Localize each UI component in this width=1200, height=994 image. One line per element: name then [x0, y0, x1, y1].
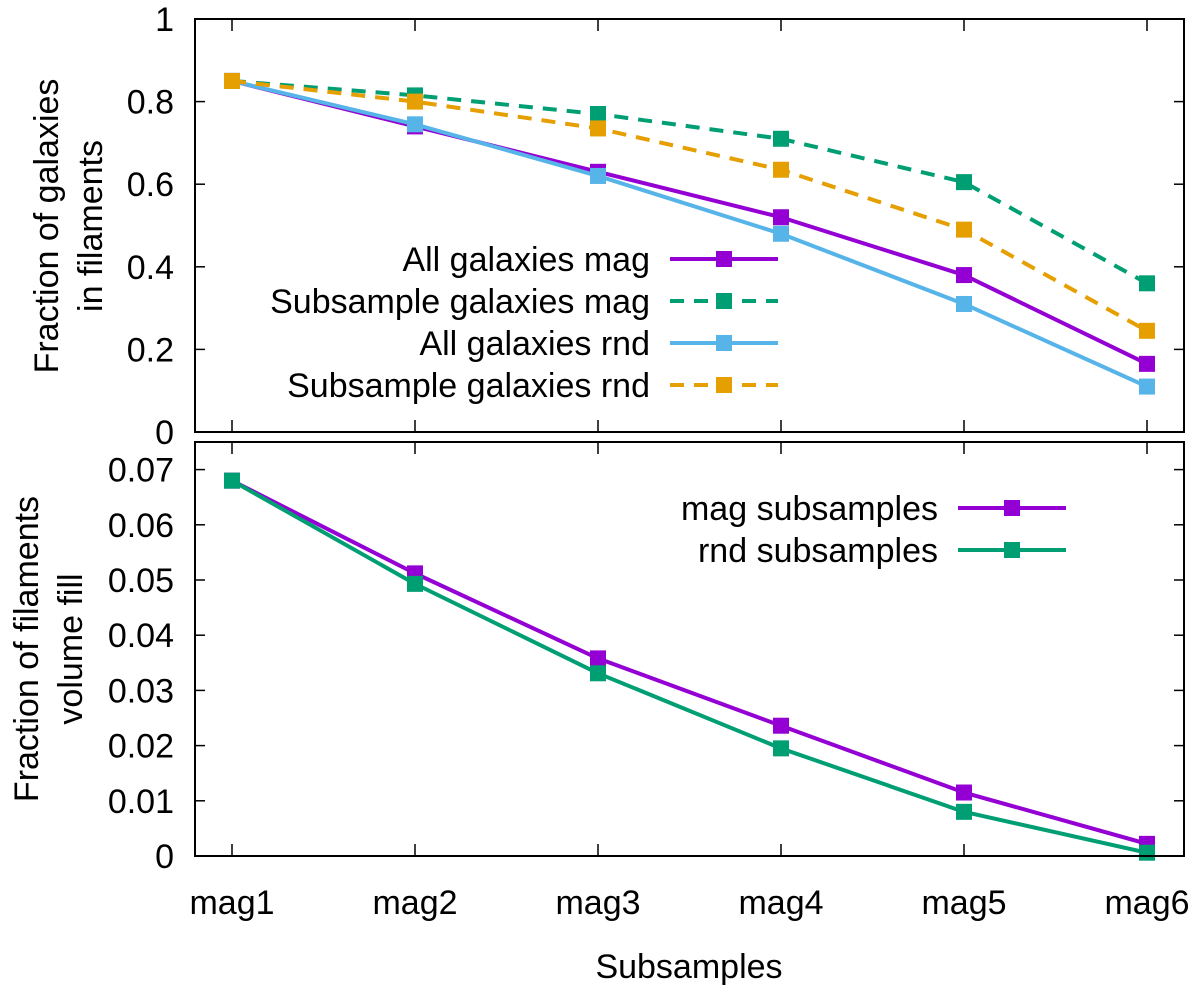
- x-tick-label: mag5: [921, 884, 1006, 922]
- x-tick-labels: mag1 mag2 mag3 mag4 mag5 mag6: [189, 884, 1189, 922]
- bottom-y-tick-label: 0: [155, 838, 174, 876]
- bottom-series-2-marker: [956, 803, 972, 820]
- top-series-1-marker: [773, 209, 789, 226]
- top-panel: 0 0.2 0.4 0.6 0.8 1 All galaxies mag Subsample…: [28, 1, 1185, 452]
- bottom-legend-marker-1: [1004, 500, 1020, 516]
- top-series-2-marker: [590, 105, 606, 122]
- bottom-y-tick-label: 0.07: [108, 452, 174, 490]
- top-series-4-marker: [956, 221, 972, 238]
- top-y-tick-label: 1: [155, 1, 174, 39]
- top-legend-label-4: Subsample galaxies rnd: [287, 367, 650, 405]
- top-series-3-marker: [773, 225, 789, 242]
- top-series-2-marker: [773, 130, 789, 147]
- bottom-panel: 0 0.01 0.02 0.03 0.04 0.05 0.06 0.07 mag subsam…: [8, 441, 1190, 986]
- bottom-series-2-marker: [407, 575, 423, 592]
- top-series-3-marker: [1139, 378, 1155, 395]
- bottom-series-2-marker: [590, 665, 606, 682]
- bottom-y-tick-label: 0.01: [108, 783, 174, 821]
- x-axis-label: Subsamples: [595, 948, 782, 986]
- bottom-series-markers: [224, 472, 1155, 861]
- bottom-series-1-marker: [956, 784, 972, 801]
- bottom-y-tick-label: 0.04: [108, 617, 174, 655]
- bottom-series-line-1: [231, 478, 1148, 846]
- top-legend-marker-1: [716, 251, 732, 267]
- top-legend-label-2: Subsample galaxies mag: [270, 283, 650, 321]
- top-legend: All galaxies mag Subsample galaxies mag Al…: [270, 241, 778, 405]
- top-series-lines: [231, 78, 1148, 389]
- bottom-y-tick-label: 0.06: [108, 507, 174, 545]
- x-tick-label: mag6: [1104, 884, 1189, 922]
- top-plot-frame: [194, 18, 1185, 433]
- top-series-4-marker: [590, 120, 606, 137]
- top-y-tick-label: 0.8: [127, 84, 174, 122]
- top-series-4-marker: [407, 93, 423, 110]
- top-y-tick-labels: 0 0.2 0.4 0.6 0.8 1: [127, 1, 174, 452]
- top-y-tick-label: 0.4: [127, 249, 174, 287]
- bottom-y-tick-labels: 0 0.01 0.02 0.03 0.04 0.05 0.06 0.07: [108, 452, 174, 876]
- top-series-2-marker: [956, 174, 972, 191]
- bottom-series-2-marker: [773, 740, 789, 757]
- bottom-series-1-marker: [773, 717, 789, 734]
- bottom-legend: mag subsamples rnd subsamples: [681, 490, 1066, 570]
- top-legend-label-3: All galaxies rnd: [419, 325, 650, 363]
- top-series-line-1: [231, 79, 1148, 366]
- top-series-2-marker: [1139, 275, 1155, 292]
- bottom-y-tick-label: 0.03: [108, 672, 174, 710]
- top-series-line-3: [231, 79, 1148, 389]
- top-y-tick-label: 0.6: [127, 166, 174, 204]
- top-legend-marker-3: [716, 335, 732, 351]
- bottom-plot-frame: [194, 441, 1185, 857]
- top-series-markers: [224, 72, 1155, 395]
- top-legend-marker-4: [716, 377, 732, 393]
- top-series-4-marker: [1139, 322, 1155, 339]
- top-y-tick-label: 0: [155, 414, 174, 452]
- top-y-tick-label: 0.2: [127, 331, 174, 369]
- top-series-line-4: [231, 78, 1148, 333]
- bottom-y-tick-label: 0.02: [108, 728, 174, 766]
- top-legend-label-1: All galaxies mag: [402, 241, 650, 279]
- top-series-4-marker: [773, 161, 789, 178]
- bottom-series-lines: [231, 478, 1148, 855]
- bottom-legend-marker-2: [1004, 542, 1020, 558]
- top-series-3-marker: [956, 295, 972, 312]
- top-series-line-2: [231, 78, 1148, 286]
- top-series-3-marker: [407, 116, 423, 133]
- bottom-series-2-marker: [1139, 844, 1155, 861]
- top-legend-marker-2: [716, 293, 732, 309]
- x-tick-label: mag1: [189, 884, 274, 922]
- bottom-y-tick-label: 0.05: [108, 562, 174, 600]
- bottom-series-2-marker: [224, 472, 240, 489]
- top-series-1-marker: [956, 267, 972, 284]
- top-y-axis-label-line2: in filaments: [72, 140, 110, 312]
- top-series-3-marker: [590, 167, 606, 184]
- bottom-legend-label-2: rnd subsamples: [698, 532, 938, 570]
- top-series-4-marker: [224, 72, 240, 89]
- x-tick-label: mag2: [372, 884, 457, 922]
- top-series-1-marker: [1139, 355, 1155, 372]
- bottom-legend-label-1: mag subsamples: [681, 490, 938, 528]
- bottom-y-axis-label-line2: volume fill: [52, 573, 90, 724]
- x-tick-label: mag4: [738, 884, 823, 922]
- bottom-series-1-marker: [590, 650, 606, 667]
- x-tick-label: mag3: [555, 884, 640, 922]
- bottom-series-line-2: [231, 478, 1148, 855]
- top-y-axis-label-line1: Fraction of galaxies: [28, 79, 66, 374]
- bottom-y-axis-label-line1: Fraction of filaments: [8, 496, 46, 802]
